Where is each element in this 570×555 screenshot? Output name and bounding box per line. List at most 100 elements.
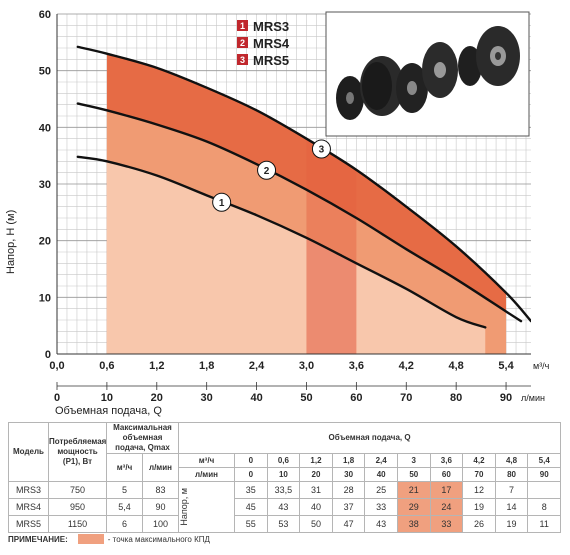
cell-qmax-m3h: 6 <box>106 515 143 533</box>
curve-label-circle-1 <box>212 192 232 212</box>
curve-label-circle-3 <box>311 139 331 159</box>
y-tick-label: 40 <box>39 122 51 134</box>
cell-head: 43 <box>266 498 301 516</box>
th-qmax-lmin: л/мин <box>142 453 179 482</box>
cell-qmax-lmin: 90 <box>142 498 179 516</box>
cell-head: 11 <box>527 515 562 533</box>
curve-2 <box>76 102 523 323</box>
cell-model: MRS5 <box>8 515 49 533</box>
x-tick-label-m3h: 4,8 <box>449 360 464 372</box>
y-tick-label: 10 <box>39 292 51 304</box>
th-q-m3h: 3 <box>396 453 431 468</box>
cell-head: 19 <box>462 498 496 516</box>
th-qmax-m3h: м³/ч <box>106 453 143 482</box>
th-q-lmin: 50 <box>396 467 431 482</box>
legend-box-1 <box>237 20 248 31</box>
x-tick-label-m3h: 3,0 <box>299 360 314 372</box>
max-efficiency-swatch <box>77 534 104 544</box>
th-q-m3h: 1,2 <box>299 453 333 468</box>
legend-label-3: MRS5 <box>253 53 289 68</box>
cell-qmax-m3h: 5 <box>106 481 143 499</box>
y-tick-label: 20 <box>39 236 51 248</box>
cell-head-max-eff: 38 <box>396 515 431 533</box>
x-tick-label-lmin: 10 <box>101 392 113 404</box>
x-tick-label-m3h: 5,4 <box>498 360 514 372</box>
x-tick-label-m3h: 0,0 <box>49 360 64 372</box>
table-row: MRS5 1150 6 100 55 53 50 47 43 38 33 26 … <box>8 515 562 533</box>
cell-head: 14 <box>494 498 529 516</box>
legend-box-3 <box>237 54 248 65</box>
cell-head <box>527 481 562 499</box>
curves-group <box>76 45 531 329</box>
cell-head: 45 <box>234 498 268 516</box>
th-q-lmin: 70 <box>462 467 496 482</box>
x-tick-label-lmin: 30 <box>201 392 213 404</box>
cell-qmax-m3h: 5,4 <box>106 498 143 516</box>
cell-head: 50 <box>299 515 333 533</box>
x-tick-label-m3h: 1,8 <box>199 360 214 372</box>
th-q-lmin: 20 <box>299 467 333 482</box>
y-tick-label: 0 <box>45 349 51 361</box>
th-q-lmin: 80 <box>494 467 529 482</box>
th-q-lmin: 10 <box>266 467 301 482</box>
table-row: MRS4 950 5,4 90 45 43 40 37 33 29 24 19 … <box>8 498 562 516</box>
cell-head: 47 <box>331 515 366 533</box>
curve-labels: 1 2 3 <box>212 139 331 212</box>
cell-head: 26 <box>462 515 496 533</box>
th-q-m3h: 4,2 <box>462 453 496 468</box>
impeller-photo <box>325 11 530 137</box>
x-tick-label-lmin: 70 <box>400 392 412 404</box>
curve-label-3: 3 <box>319 145 325 156</box>
x-tick-label-lmin: 0 <box>54 392 60 404</box>
legend-label-2: MRS4 <box>253 36 290 51</box>
legend-label-1: MRS3 <box>253 19 289 34</box>
th-q-lmin: 90 <box>527 467 562 482</box>
th-q-m3h: 4,8 <box>494 453 529 468</box>
x-unit-m3h: м³/ч <box>533 361 550 371</box>
cell-head: 28 <box>331 481 366 499</box>
cell-model: MRS3 <box>8 481 49 499</box>
th-q-lmin: 60 <box>429 467 464 482</box>
cell-power: 950 <box>48 498 107 516</box>
x-tick-label-lmin: 80 <box>450 392 462 404</box>
th-q-m3h: 5,4 <box>527 453 562 468</box>
x-tick-label-lmin: 60 <box>350 392 362 404</box>
th-q-m3h: 0,6 <box>266 453 301 468</box>
cell-head-max-eff: 21 <box>396 481 431 499</box>
curve-label-1: 1 <box>219 198 225 209</box>
x-tick-label-m3h: 0,6 <box>99 360 114 372</box>
th-flow: Объемная подача, Q <box>177 422 562 454</box>
x-tick-label-lmin: 20 <box>151 392 163 404</box>
curve-label-circle-2 <box>257 160 277 180</box>
cell-qmax-lmin: 100 <box>142 515 179 533</box>
cell-head-max-eff: 17 <box>429 481 464 499</box>
x-unit-lmin: л/мин <box>521 393 545 403</box>
cell-head: 53 <box>266 515 301 533</box>
th-q-m3h: 0 <box>234 453 268 468</box>
y-tick-label: 50 <box>39 66 51 78</box>
cell-head: 55 <box>234 515 268 533</box>
cell-head: 12 <box>462 481 496 499</box>
th-power: Потребляемая мощность (P1), Вт <box>48 422 107 482</box>
impeller-image <box>336 26 520 120</box>
y-axis-title: Напор, Н (м) <box>5 210 17 274</box>
cell-qmax-lmin: 83 <box>142 481 179 499</box>
x-tick-label-lmin: 90 <box>500 392 512 404</box>
cell-head: 33 <box>364 498 398 516</box>
cell-head-max-eff: 29 <box>396 498 431 516</box>
th-q-m3h: 1,8 <box>331 453 366 468</box>
cell-head: 31 <box>299 481 333 499</box>
cell-head: 33,5 <box>266 481 301 499</box>
curve-label-2: 2 <box>264 166 270 177</box>
x-tick-label-m3h: 3,6 <box>349 360 364 372</box>
curve-1 <box>76 155 487 329</box>
cell-power: 750 <box>48 481 107 499</box>
note-label: ПРИМЕЧАНИЕ: <box>8 534 68 544</box>
cell-model: MRS4 <box>8 498 49 516</box>
cell-head: 7 <box>494 481 529 499</box>
head-label-cell: Напор, м <box>178 481 235 533</box>
y-tick-label: 30 <box>39 179 51 191</box>
th-max-flow: Максимальная объемная подача, Qmax <box>106 422 179 454</box>
curve-3 <box>76 45 531 323</box>
